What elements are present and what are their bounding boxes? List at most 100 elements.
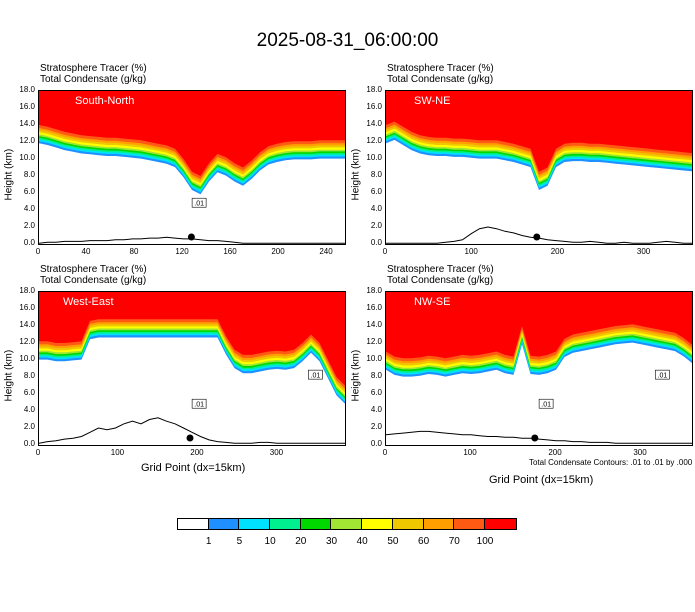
x-tick-label: 0 [35,247,41,256]
y-tick-label: 2.0 [370,221,382,230]
x-axis-label: Grid Point (dx=15km) [489,474,594,486]
colorbar-swatch [484,519,516,529]
contour-label: .01 [538,398,554,409]
y-tick-label: 12.0 [19,136,35,145]
y-tick-label: 18.0 [366,85,382,94]
tracer-layer-10 [386,91,692,172]
colorbar-label: 30 [325,536,338,547]
y-tick-label: 6.0 [370,388,382,397]
colorbar-swatch [454,519,485,529]
y-tick-label: 12.0 [366,136,382,145]
colorbar-label: 20 [295,536,307,547]
colorbar-swatch [300,519,332,529]
x-tick-label: 200 [271,247,285,256]
x-tick-label: 0 [35,448,41,457]
svg-text:.01: .01 [194,201,204,208]
x-tick-label: 0 [382,448,388,457]
colorbar-label: 50 [387,536,399,547]
y-tick-label: 0.0 [23,238,35,247]
y-tick-label: 8.0 [370,371,382,380]
y-tick-label: 4.0 [370,405,382,414]
panel-name: SW-NE [414,95,451,107]
y-tick-label: 6.0 [23,388,35,397]
colorbar-label: 60 [418,536,430,547]
y-tick-label: 0.0 [23,439,35,448]
y-tick-label: 10.0 [19,153,35,162]
y-tick-label: 2.0 [23,221,35,230]
y-tick-label: 16.0 [19,303,35,312]
contour-label: .01 [191,197,207,208]
y-tick-label: 10.0 [366,354,382,363]
x-tick-label: 100 [464,247,478,256]
x-tick-label: 200 [550,247,565,256]
field-label-condensate: Total Condensate (g/kg) [387,74,494,85]
location-marker [533,233,541,241]
field-label-tracer: Stratosphere Tracer (%) [40,63,147,74]
colorbar-label: 100 [476,536,494,547]
panel-name: South-North [75,95,135,107]
x-tick-label: 120 [175,247,189,256]
panel-svg [386,91,692,244]
location-marker [187,233,195,241]
y-tick-label: 8.0 [23,371,35,380]
panel-name: West-East [63,296,114,308]
y-tick-label: 16.0 [366,303,382,312]
contour-label: .01 [191,398,207,409]
x-tick-label: 40 [81,247,91,256]
x-tick-label: 160 [223,247,237,256]
colorbar-swatch [392,519,424,529]
y-tick-label: 12.0 [19,337,35,346]
y-tick-label: 4.0 [23,405,35,414]
y-tick-label: 14.0 [366,320,382,329]
colorbar-swatch [423,519,455,529]
svg-text:.01: .01 [194,402,204,409]
y-tick-label: 12.0 [366,337,382,346]
x-tick-label: 80 [129,247,139,256]
y-tick-label: 14.0 [19,320,35,329]
contour-label: .01 [308,369,323,380]
panel-name: NW-SE [414,296,451,308]
colorbar-swatch [208,519,240,529]
panel-south-north: .01 South-North [38,90,346,245]
colorbar-label: 5 [236,536,243,547]
panel-svg: .01 .01 [39,292,345,444]
panel-west-east: .01 .01 West-East [38,291,346,446]
y-tick-label: 14.0 [19,119,35,128]
x-tick-label: 200 [548,448,562,457]
field-label-tracer: Stratosphere Tracer (%) [387,63,494,74]
colorbar-swatch [178,519,209,529]
y-tick-label: 8.0 [23,170,35,179]
y-tick-label: 0.0 [370,439,382,448]
tracer-layer-10 [386,292,692,359]
field-label-tracer: Stratosphere Tracer (%) [40,264,147,275]
figure-title: 2025-08-31_06:00:00 [256,30,439,51]
y-tick-label: 2.0 [370,422,382,431]
y-tick-label: 4.0 [23,204,35,213]
colorbar-swatch [239,519,271,529]
colorbar-label: 10 [264,536,276,547]
tracer-layer-10 [39,292,345,386]
x-tick-label: 100 [110,448,125,457]
y-tick-label: 10.0 [366,153,382,162]
colorbar-label: 70 [448,536,460,547]
x-tick-label: 0 [382,247,388,256]
y-tick-label: 18.0 [366,286,382,295]
y-tick-label: 18.0 [19,85,35,94]
x-tick-label: 240 [319,247,333,256]
svg-text:.01: .01 [658,373,668,380]
y-tick-label: 18.0 [19,286,35,295]
location-marker [186,434,194,442]
x-tick-label: 300 [269,448,284,457]
tracer-layer-10 [39,91,345,176]
y-tick-label: 8.0 [370,170,382,179]
panel-sw-ne: SW-NE [385,90,693,245]
field-label-condensate: Total Condensate (g/kg) [40,74,147,85]
x-tick-label: 300 [636,247,651,256]
panel-svg: .01 [39,91,345,244]
y-tick-label: 16.0 [19,102,35,111]
colorbar-label: 40 [356,536,368,547]
colorbar-swatch [331,519,363,529]
panel-svg: .01 .01 [386,292,692,444]
x-tick-label: 200 [190,448,204,457]
colorbar-label: 1 [205,536,212,547]
